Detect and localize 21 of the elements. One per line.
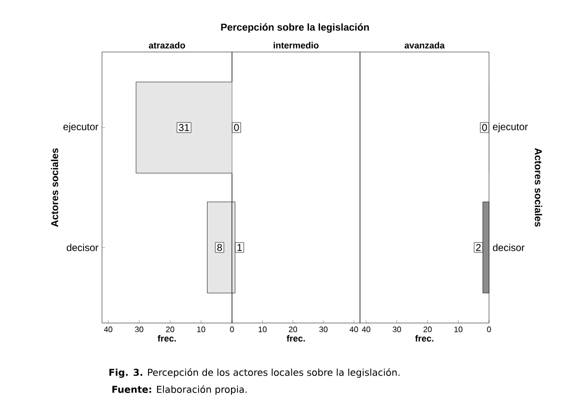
data-label: 2 (476, 244, 481, 251)
text: Fig. 3. Percepción de los actores locales sobre la legislación. (109, 368, 400, 378)
chart-subtitle: intermedio (274, 42, 319, 49)
x-axis-title: frec. (286, 335, 305, 342)
y-tick-label: decisor (66, 244, 98, 252)
text: Fuente: Elaboración propia. (112, 385, 247, 395)
y-tick-label: ejecutor (492, 122, 528, 132)
data-label: 0 (234, 124, 239, 132)
chart-title: Percepción sobre la legislación (221, 23, 369, 33)
chart-subtitle: avanzada (404, 42, 445, 49)
data-label: 8 (217, 244, 222, 251)
y-axis-title: Actores sociales (50, 148, 58, 227)
chart-subtitle: atrazado (148, 42, 186, 49)
x-axis-title: frec. (415, 335, 434, 342)
y-tick-label: decisor (492, 244, 524, 252)
x-axis-title: frec. (158, 335, 176, 342)
y2-axis-title: Actores sociales (534, 148, 542, 227)
data-label: 31 (178, 124, 190, 132)
data-label: 1 (238, 244, 242, 251)
data-label: 0 (482, 124, 487, 132)
y-tick-label: ejecutor (63, 122, 98, 132)
